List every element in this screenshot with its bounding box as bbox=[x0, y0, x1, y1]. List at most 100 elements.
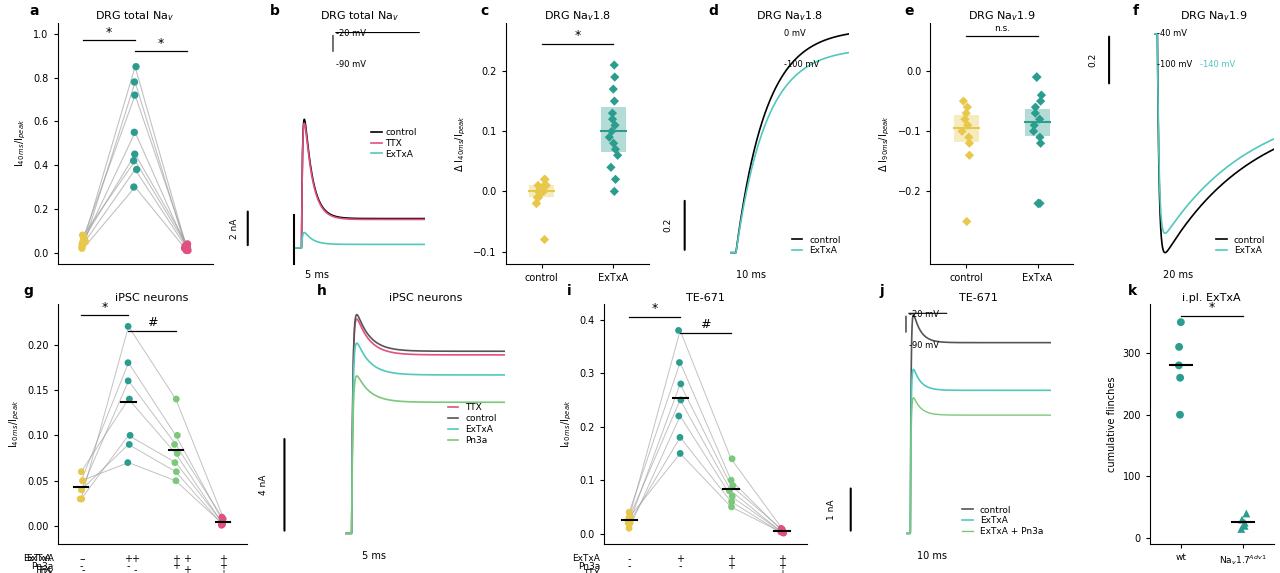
Title: DRG total Na$_v$: DRG total Na$_v$ bbox=[320, 9, 399, 23]
Text: -100 mV: -100 mV bbox=[1157, 60, 1192, 69]
Point bbox=[178, 244, 198, 253]
Text: +: + bbox=[183, 554, 191, 564]
Point bbox=[603, 115, 623, 124]
ExTxA bbox=[841, 49, 856, 56]
Y-axis label: Δ I$_{40ms}$/I$_{peak}$: Δ I$_{40ms}$/I$_{peak}$ bbox=[453, 115, 468, 172]
Point bbox=[1231, 515, 1252, 524]
ExTxA bbox=[417, 241, 433, 248]
ExTxA bbox=[1158, 229, 1174, 236]
control bbox=[722, 249, 737, 256]
ExTxA bbox=[344, 241, 360, 248]
Point bbox=[618, 513, 639, 522]
Point bbox=[1169, 361, 1189, 370]
Text: c: c bbox=[480, 3, 489, 18]
Point bbox=[118, 458, 138, 467]
Text: +: + bbox=[219, 554, 227, 564]
Text: -: - bbox=[127, 568, 131, 573]
ExTxA bbox=[1196, 185, 1211, 192]
ExTxA bbox=[735, 211, 750, 218]
Text: +: + bbox=[727, 554, 735, 564]
Text: -100 mV: -100 mV bbox=[783, 60, 819, 69]
Point bbox=[73, 230, 93, 240]
Point bbox=[1170, 410, 1190, 419]
control bbox=[462, 348, 477, 355]
Point bbox=[212, 520, 233, 529]
control bbox=[963, 339, 978, 346]
Point bbox=[959, 139, 979, 148]
Text: -: - bbox=[627, 554, 631, 564]
Point bbox=[955, 115, 975, 124]
Text: 1 nA: 1 nA bbox=[827, 499, 836, 520]
Text: -: - bbox=[730, 568, 732, 573]
Point bbox=[772, 525, 792, 534]
Line: control: control bbox=[730, 34, 849, 253]
Point bbox=[70, 494, 91, 504]
Point bbox=[165, 476, 186, 485]
Point bbox=[952, 127, 973, 136]
control bbox=[841, 30, 856, 37]
Point bbox=[618, 508, 639, 517]
ExTxA bbox=[376, 241, 392, 248]
Point bbox=[957, 103, 978, 112]
Text: *: * bbox=[652, 303, 658, 316]
ExTxA bbox=[1011, 387, 1027, 394]
Y-axis label: I$_{40\,ms}$/I$_{peak}$: I$_{40\,ms}$/I$_{peak}$ bbox=[559, 400, 573, 448]
Point bbox=[73, 476, 93, 485]
Pn3a bbox=[462, 399, 477, 406]
ExTxA bbox=[722, 249, 737, 256]
Text: +: + bbox=[778, 568, 786, 573]
control bbox=[466, 348, 481, 355]
Point bbox=[1025, 109, 1046, 118]
Point bbox=[1234, 521, 1254, 531]
Text: 4 nA: 4 nA bbox=[260, 474, 269, 495]
Text: +: + bbox=[219, 561, 227, 571]
Title: DRG Na$_v$1.8: DRG Na$_v$1.8 bbox=[756, 9, 823, 23]
control bbox=[349, 311, 365, 318]
Point bbox=[120, 431, 141, 440]
Point bbox=[526, 199, 547, 208]
Point bbox=[72, 494, 92, 504]
Pn3a bbox=[402, 398, 417, 405]
ExTxA bbox=[338, 530, 353, 537]
TTX bbox=[498, 351, 513, 358]
ExTxA + Pn3a bbox=[914, 405, 929, 412]
Point bbox=[535, 175, 556, 184]
Legend: control, TTX, ExTxA: control, TTX, ExTxA bbox=[367, 124, 420, 162]
control bbox=[339, 215, 355, 222]
Point bbox=[1032, 91, 1052, 100]
Text: g: g bbox=[23, 284, 33, 299]
control bbox=[1266, 146, 1280, 153]
control bbox=[390, 215, 406, 222]
Text: d: d bbox=[709, 3, 718, 18]
Point bbox=[1029, 115, 1050, 124]
Line: TTX: TTX bbox=[293, 123, 425, 248]
Text: i: i bbox=[567, 284, 572, 299]
Point bbox=[1029, 199, 1050, 208]
Point bbox=[669, 449, 690, 458]
ExTxA bbox=[804, 61, 819, 68]
Point bbox=[166, 467, 187, 476]
control bbox=[402, 347, 417, 354]
control bbox=[998, 339, 1014, 346]
Point bbox=[620, 513, 640, 522]
control bbox=[1199, 195, 1215, 202]
Y-axis label: I$_{40\,ms}$/I$_{peak}$: I$_{40\,ms}$/I$_{peak}$ bbox=[13, 119, 28, 167]
ExTxA + Pn3a bbox=[957, 411, 973, 418]
Point bbox=[620, 519, 640, 528]
Point bbox=[531, 187, 552, 196]
Text: ExTxA: ExTxA bbox=[572, 554, 600, 563]
Point bbox=[529, 187, 549, 196]
Line: control: control bbox=[1155, 34, 1274, 253]
Point bbox=[621, 513, 641, 522]
Title: TE-671: TE-671 bbox=[686, 293, 724, 303]
Text: -140 mV: -140 mV bbox=[1199, 60, 1235, 69]
Title: DRG Na$_v$1.9: DRG Na$_v$1.9 bbox=[1180, 9, 1248, 23]
Legend: TTX, control, ExTxA, Pn3a: TTX, control, ExTxA, Pn3a bbox=[444, 400, 500, 448]
Legend: control, ExTxA, ExTxA + Pn3a: control, ExTxA, ExTxA + Pn3a bbox=[959, 502, 1047, 540]
Text: *: * bbox=[101, 301, 108, 313]
Text: +: + bbox=[778, 554, 786, 564]
Text: -: - bbox=[127, 561, 131, 571]
Text: -20 mV: -20 mV bbox=[909, 309, 940, 319]
ExTxA bbox=[388, 241, 403, 248]
Point bbox=[669, 433, 690, 442]
